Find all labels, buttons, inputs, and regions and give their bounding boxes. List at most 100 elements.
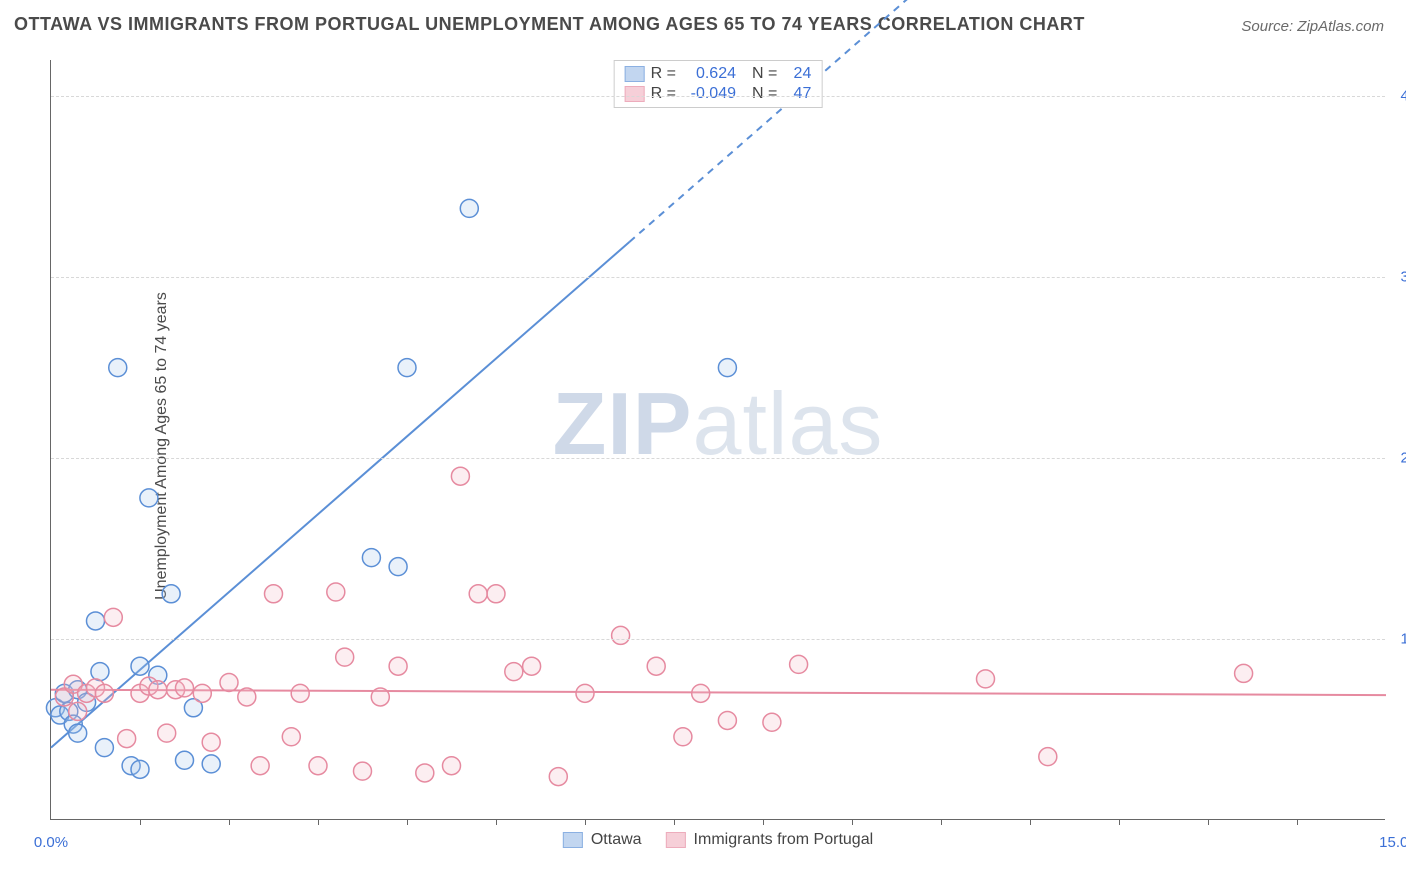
- x-axis-end-label: 15.0%: [1379, 834, 1406, 851]
- data-point: [469, 585, 487, 603]
- data-point: [576, 684, 594, 702]
- x-tick: [140, 819, 141, 825]
- data-point: [149, 681, 167, 699]
- data-point: [193, 684, 211, 702]
- x-axis-start-label: 0.0%: [34, 834, 68, 851]
- data-point: [109, 359, 127, 377]
- data-point: [460, 199, 478, 217]
- data-point: [251, 757, 269, 775]
- gridline: [51, 458, 1385, 459]
- y-tick-label: 20.0%: [1400, 450, 1406, 467]
- data-point: [176, 751, 194, 769]
- data-point: [674, 728, 692, 746]
- n-value: 47: [783, 85, 811, 103]
- x-tick: [1208, 819, 1209, 825]
- data-point: [790, 655, 808, 673]
- data-point: [158, 724, 176, 742]
- data-point: [389, 657, 407, 675]
- gridline: [51, 639, 1385, 640]
- data-point: [265, 585, 283, 603]
- x-tick: [674, 819, 675, 825]
- x-tick: [496, 819, 497, 825]
- data-point: [977, 670, 995, 688]
- legend-swatch: [563, 832, 583, 848]
- data-point: [131, 760, 149, 778]
- x-tick: [318, 819, 319, 825]
- correlation-legend: R =0.624N =24R =-0.049N =47: [614, 60, 823, 108]
- data-point: [451, 467, 469, 485]
- x-tick: [763, 819, 764, 825]
- legend-swatch: [666, 832, 686, 848]
- data-point: [647, 657, 665, 675]
- trend-line-dashed: [630, 0, 1387, 242]
- n-value: 24: [783, 65, 811, 83]
- r-label: R =: [651, 85, 676, 103]
- data-point: [238, 688, 256, 706]
- x-tick: [1030, 819, 1031, 825]
- source-name: ZipAtlas.com: [1297, 18, 1384, 35]
- data-point: [1039, 748, 1057, 766]
- data-point: [291, 684, 309, 702]
- x-tick: [941, 819, 942, 825]
- source-label: Source:: [1241, 18, 1297, 35]
- source-attribution: Source: ZipAtlas.com: [1241, 18, 1384, 35]
- series-legend-label: Ottawa: [591, 831, 642, 849]
- data-point: [505, 663, 523, 681]
- x-tick: [1119, 819, 1120, 825]
- series-legend-item: Immigrants from Portugal: [666, 831, 874, 849]
- chart-svg: [51, 60, 1385, 819]
- r-value: 0.624: [682, 65, 736, 83]
- legend-swatch: [625, 66, 645, 82]
- data-point: [398, 359, 416, 377]
- data-point: [362, 549, 380, 567]
- data-point: [202, 755, 220, 773]
- data-point: [131, 657, 149, 675]
- data-point: [1235, 664, 1253, 682]
- gridline: [51, 96, 1385, 97]
- data-point: [309, 757, 327, 775]
- n-label: N =: [752, 85, 777, 103]
- x-tick: [585, 819, 586, 825]
- data-point: [443, 757, 461, 775]
- data-point: [118, 730, 136, 748]
- plot-area: ZIPatlas R =0.624N =24R =-0.049N =47 Ott…: [50, 60, 1385, 820]
- data-point: [371, 688, 389, 706]
- legend-swatch: [625, 86, 645, 102]
- correlation-legend-row: R =-0.049N =47: [625, 85, 812, 103]
- n-label: N =: [752, 65, 777, 83]
- data-point: [692, 684, 710, 702]
- data-point: [202, 733, 220, 751]
- data-point: [87, 612, 105, 630]
- chart-title: OTTAWA VS IMMIGRANTS FROM PORTUGAL UNEMP…: [14, 14, 1085, 35]
- data-point: [416, 764, 434, 782]
- data-point: [91, 663, 109, 681]
- data-point: [69, 724, 87, 742]
- x-tick: [407, 819, 408, 825]
- y-tick-label: 10.0%: [1400, 631, 1406, 648]
- chart-container: OTTAWA VS IMMIGRANTS FROM PORTUGAL UNEMP…: [0, 0, 1406, 892]
- y-tick-label: 30.0%: [1400, 269, 1406, 286]
- data-point: [549, 768, 567, 786]
- data-point: [95, 739, 113, 757]
- data-point: [354, 762, 372, 780]
- data-point: [763, 713, 781, 731]
- data-point: [718, 359, 736, 377]
- x-tick: [1297, 819, 1298, 825]
- x-tick: [229, 819, 230, 825]
- data-point: [282, 728, 300, 746]
- series-legend-item: Ottawa: [563, 831, 642, 849]
- data-point: [612, 626, 630, 644]
- x-tick: [852, 819, 853, 825]
- y-tick-label: 40.0%: [1400, 88, 1406, 105]
- gridline: [51, 277, 1385, 278]
- correlation-legend-row: R = 0.624 N = 24: [625, 65, 812, 83]
- data-point: [162, 585, 180, 603]
- data-point: [176, 679, 194, 697]
- data-point: [140, 489, 158, 507]
- data-point: [95, 684, 113, 702]
- data-point: [69, 702, 87, 720]
- data-point: [220, 673, 238, 691]
- series-legend-label: Immigrants from Portugal: [694, 831, 874, 849]
- r-label: R =: [651, 65, 676, 83]
- data-point: [523, 657, 541, 675]
